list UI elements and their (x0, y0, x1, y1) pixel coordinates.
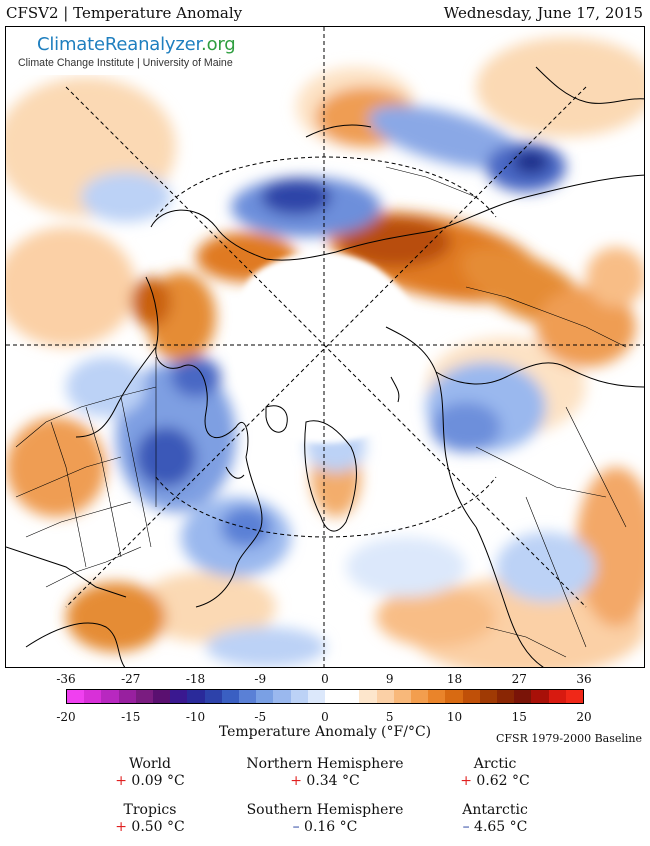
colorbar-swatch (411, 690, 429, 703)
anomaly-stats: World + 0.09 °C Northern Hemisphere + 0.34 … (0, 756, 650, 846)
stat-value-line: + 0.09 °C (50, 773, 250, 789)
anomaly-map (5, 26, 645, 668)
climate-reanalyzer-logo: ClimateReanalyzer.org Climate Change Ins… (13, 33, 236, 75)
stat-value: 4.65 °C (474, 819, 528, 835)
colorbar-swatch (101, 690, 119, 703)
stat-value-line: – 0.16 °C (225, 819, 425, 835)
colorbar-swatch (67, 690, 85, 703)
stat-northern-hemisphere: Northern Hemisphere + 0.34 °C (225, 756, 425, 789)
stat-sign: + (290, 773, 307, 789)
colorbar-ticks-celsius: -20 -15 -10 -5 0 5 10 15 20 (0, 710, 650, 724)
stat-name: World (129, 756, 171, 772)
colorbar-swatch (187, 690, 205, 703)
celsius-tick-label: 20 (576, 710, 592, 724)
stat-antarctic: Antarctic – 4.65 °C (395, 802, 595, 835)
fahrenheit-tick-label: -27 (121, 672, 141, 686)
colorbar-swatch (376, 690, 394, 703)
stat-name: Tropics (123, 802, 177, 818)
stat-sign: – (292, 819, 305, 835)
colorbar-swatch (342, 690, 360, 703)
fahrenheit-tick-label: 18 (446, 672, 463, 686)
stat-name: Antarctic (462, 802, 528, 818)
colorbar-ticks-fahrenheit: -36 -27 -18 -9 0 9 18 27 36 (0, 672, 650, 686)
header: CFSV2 | Temperature Anomaly Wednesday, J… (0, 0, 650, 26)
colorbar-swatch (497, 690, 515, 703)
colorbar (66, 689, 584, 704)
fahrenheit-tick-label: 36 (576, 672, 592, 686)
colorbar-swatch (462, 690, 480, 703)
stat-name: Arctic (473, 756, 517, 772)
colorbar-swatch (565, 690, 584, 703)
colorbar-swatch (325, 690, 343, 703)
celsius-tick-label: -5 (254, 710, 267, 724)
fahrenheit-tick-label: -9 (254, 672, 267, 686)
celsius-tick-label: -10 (185, 710, 206, 724)
logo-name: ClimateReanalyzer (37, 34, 202, 55)
colorbar-swatch (531, 690, 549, 703)
stat-tropics: Tropics + 0.50 °C (50, 802, 250, 835)
colorbar-swatch (170, 690, 188, 703)
fahrenheit-tick-label: -18 (185, 672, 206, 686)
colorbar-swatch (548, 690, 566, 703)
colorbar-swatch (445, 690, 463, 703)
celsius-tick-label: 15 (511, 710, 527, 724)
stat-value-line: – 4.65 °C (395, 819, 595, 835)
colorbar-swatch (514, 690, 532, 703)
colorbar-swatch (273, 690, 291, 703)
stat-name: Northern Hemisphere (246, 756, 404, 772)
coastlines (6, 66, 644, 667)
stat-value-line: + 0.62 °C (395, 773, 595, 789)
celsius-tick-label: 5 (385, 710, 394, 724)
stat-sign: + (115, 819, 132, 835)
stat-sign: + (115, 773, 132, 789)
stat-arctic: Arctic + 0.62 °C (395, 756, 595, 789)
anomaly-field (6, 37, 644, 667)
colorbar-swatch (359, 690, 377, 703)
colorbar-swatch (428, 690, 446, 703)
celsius-tick-label: 0 (321, 710, 329, 724)
stat-southern-hemisphere: Southern Hemisphere – 0.16 °C (225, 802, 425, 835)
fahrenheit-tick-label: -36 (56, 672, 76, 686)
colorbar-swatch (153, 690, 171, 703)
colorbar-swatch (204, 690, 222, 703)
colorbar-swatch (135, 690, 154, 703)
colorbar-swatch (290, 690, 308, 703)
celsius-tick-label: -15 (121, 710, 141, 724)
stat-value: 0.34 °C (306, 773, 360, 789)
colorbar-swatch (239, 690, 257, 703)
colorbar-swatch (307, 690, 326, 703)
logo-subtitle: Climate Change Institute | University of… (18, 57, 233, 69)
stat-sign: + (460, 773, 477, 789)
baseline-note: CFSR 1979-2000 Baseline (496, 732, 642, 745)
colorbar-label: Temperature Anomaly (°F/°C) (218, 724, 432, 740)
stat-name: Southern Hemisphere (246, 802, 404, 818)
stat-world: World + 0.09 °C (50, 756, 250, 789)
celsius-tick-label: -20 (56, 710, 76, 724)
celsius-tick-label: 10 (446, 710, 463, 724)
colorbar-swatch (118, 690, 136, 703)
stat-value: 0.50 °C (131, 819, 185, 835)
stat-value-line: + 0.34 °C (225, 773, 425, 789)
colorbar-swatch (84, 690, 102, 703)
fahrenheit-tick-label: 0 (321, 672, 329, 686)
map-title: CFSV2 | Temperature Anomaly (6, 4, 243, 22)
stat-value: 0.62 °C (476, 773, 530, 789)
political-borders (15, 166, 627, 658)
colorbar-swatch (256, 690, 274, 703)
map-date: Wednesday, June 17, 2015 (443, 4, 643, 22)
colorbar-swatch (393, 690, 412, 703)
colorbar-swatch (221, 690, 240, 703)
logo-domain: .org (201, 34, 236, 55)
stat-value-line: + 0.50 °C (50, 819, 250, 835)
stat-sign: – (462, 819, 475, 835)
colorbar-swatch (479, 690, 498, 703)
stat-value: 0.09 °C (131, 773, 185, 789)
stat-value: 0.16 °C (304, 819, 358, 835)
graticule (6, 27, 644, 667)
fahrenheit-tick-label: 27 (511, 672, 527, 686)
fahrenheit-tick-label: 9 (385, 672, 394, 686)
